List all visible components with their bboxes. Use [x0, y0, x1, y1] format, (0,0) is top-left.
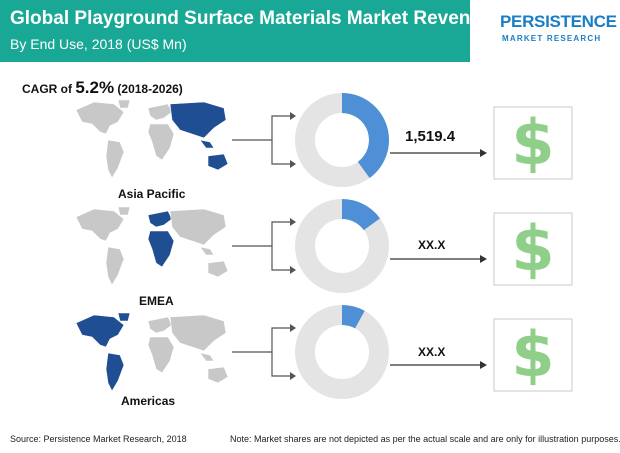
donut-ring	[295, 305, 389, 399]
continent-shape	[105, 246, 125, 286]
continent-shape	[199, 139, 215, 149]
world-map-americas-icon	[75, 312, 229, 392]
cagr-label: CAGR of 5.2% (2018-2026)	[22, 78, 183, 98]
region-label: Americas	[121, 394, 176, 408]
continent-shape	[117, 206, 131, 216]
donut-slice	[342, 93, 389, 179]
cagr-prefix: CAGR of	[22, 82, 76, 96]
continent-shape	[147, 123, 175, 161]
dollar-sign-icon: $	[511, 212, 554, 285]
donut-slice	[342, 199, 381, 231]
continent-shape	[105, 352, 125, 392]
continent-shape	[117, 99, 131, 109]
arrow-head	[290, 372, 296, 380]
continent-shape	[147, 103, 173, 121]
connector-line	[232, 115, 290, 141]
continent-shape	[147, 316, 173, 334]
region-label: EMEA	[139, 294, 174, 308]
arrow-head	[290, 324, 296, 332]
connector-line	[271, 352, 290, 377]
world-map-asia-pacific-icon	[75, 99, 229, 179]
arrow-head	[290, 112, 296, 120]
logo-area	[470, 0, 620, 62]
arrow-head	[480, 149, 487, 157]
header-band	[0, 0, 470, 62]
chart-subtitle: By End Use, 2018 (US$ Mn)	[10, 36, 187, 52]
source-note: Source: Persistence Market Research, 201…	[10, 434, 187, 444]
logo-main-text: PERSISTENCE	[500, 12, 617, 31]
continent-shape	[169, 208, 227, 246]
world-map-emea-icon	[75, 206, 229, 286]
disclaimer-note: Note: Market shares are not depicted as …	[230, 434, 620, 444]
connector-line	[232, 221, 290, 247]
continent-shape	[199, 352, 215, 362]
arrow-head	[290, 160, 296, 168]
continent-shape	[105, 139, 125, 179]
dollar-box	[493, 106, 573, 180]
connector-line	[232, 327, 290, 353]
logo-sub-text: MARKET RESEARCH	[502, 34, 602, 43]
donut-slice	[342, 305, 365, 329]
arrow-head	[480, 255, 487, 263]
dollar-box	[493, 318, 573, 392]
continent-shape	[75, 208, 125, 242]
connector-line	[271, 246, 290, 271]
header-banner: Global Playground Surface Materials Mark…	[0, 0, 620, 62]
value-label: XX.X	[418, 345, 446, 359]
continent-shape	[75, 101, 125, 135]
continent-shape	[207, 260, 229, 278]
arrow-head	[290, 218, 296, 226]
continent-shape	[207, 153, 229, 171]
continent-shape	[199, 246, 215, 256]
region-label: Asia Pacific	[118, 187, 186, 201]
continent-shape	[169, 314, 227, 352]
continent-shape	[75, 314, 125, 348]
dollar-box	[493, 212, 573, 286]
value-label: 1,519.4	[405, 128, 456, 145]
continent-shape	[147, 336, 175, 374]
value-label: XX.X	[418, 238, 446, 252]
continent-shape	[117, 312, 131, 322]
continent-shape	[147, 210, 173, 228]
dollar-sign-icon: $	[511, 106, 554, 179]
dollar-sign-icon: $	[511, 318, 554, 391]
chart-title: Global Playground Surface Materials Mark…	[10, 8, 493, 29]
arrow-head	[480, 361, 487, 369]
connector-line	[271, 140, 290, 165]
persistence-logo: PERSISTENCE MARKET RESEARCH	[500, 12, 617, 52]
continent-shape	[147, 230, 175, 268]
cagr-period: (2018-2026)	[114, 82, 183, 96]
arrow-head	[290, 266, 296, 274]
cagr-value: 5.2%	[75, 78, 115, 97]
continent-shape	[207, 366, 229, 384]
continent-shape	[169, 101, 227, 139]
